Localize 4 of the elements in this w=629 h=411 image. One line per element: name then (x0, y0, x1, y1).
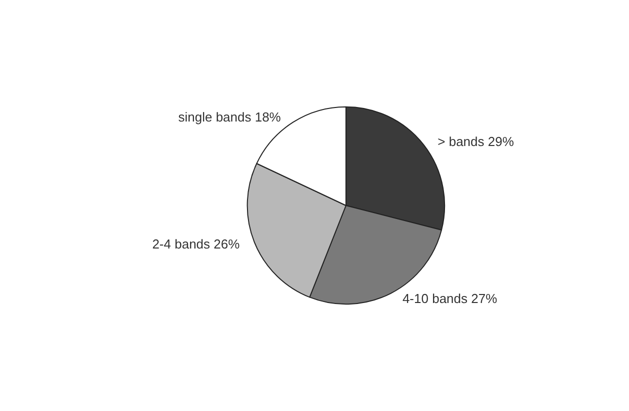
slice-label: single bands 18% (178, 110, 282, 125)
slice-label: > bands 29% (438, 134, 514, 149)
slice-label: 2-4 bands 26% (152, 236, 240, 252)
slice-label: 4-10 bands 27% (402, 291, 498, 306)
